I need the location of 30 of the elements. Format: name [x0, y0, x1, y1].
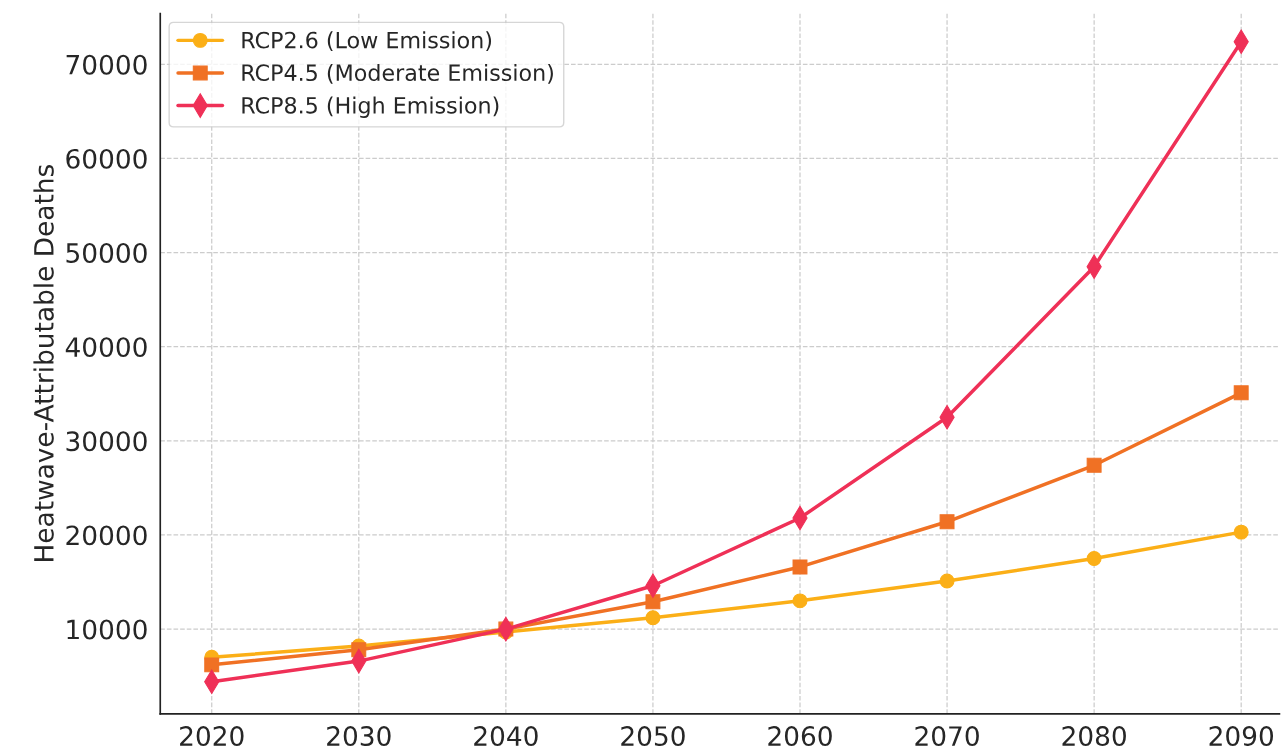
- point: [645, 610, 661, 626]
- point: [1233, 385, 1249, 401]
- x-tick-label: 2060: [768, 726, 832, 747]
- y-tick-label: 50000: [66, 243, 147, 263]
- x-tick-label: 2070: [915, 726, 979, 747]
- point: [792, 559, 808, 575]
- point: [939, 514, 955, 530]
- point: [792, 593, 808, 609]
- point: [645, 594, 661, 610]
- point: [1233, 524, 1249, 540]
- y-tick-label: 60000: [66, 148, 147, 169]
- point: [204, 657, 220, 673]
- y-tick-label: 20000: [66, 525, 147, 546]
- x-tick-label: 2030: [327, 726, 391, 747]
- y-axis-title: Heatwave-Attributable Deaths: [33, 165, 54, 561]
- x-tick-label: 2040: [474, 726, 538, 747]
- legend-label: RCP8.5 (High Emission): [242, 96, 499, 118]
- x-tick-label: 2090: [1209, 726, 1274, 747]
- x-tick-label: 2020: [180, 726, 244, 747]
- x-tick-label: 2080: [1062, 726, 1126, 747]
- y-tick-label: 40000: [65, 337, 147, 358]
- point: [1086, 457, 1102, 473]
- x-tick-label: 2050: [621, 726, 685, 747]
- legend-label: RCP2.6 (Low Emission): [242, 31, 492, 52]
- point: [1086, 551, 1102, 566]
- point: [939, 573, 955, 589]
- y-tick-label: 30000: [66, 431, 147, 452]
- y-tick-label: 10000: [67, 619, 147, 640]
- y-tick-label: 70000: [66, 54, 147, 75]
- legend-label: RCP4.5 (Moderate Emission): [242, 63, 553, 84]
